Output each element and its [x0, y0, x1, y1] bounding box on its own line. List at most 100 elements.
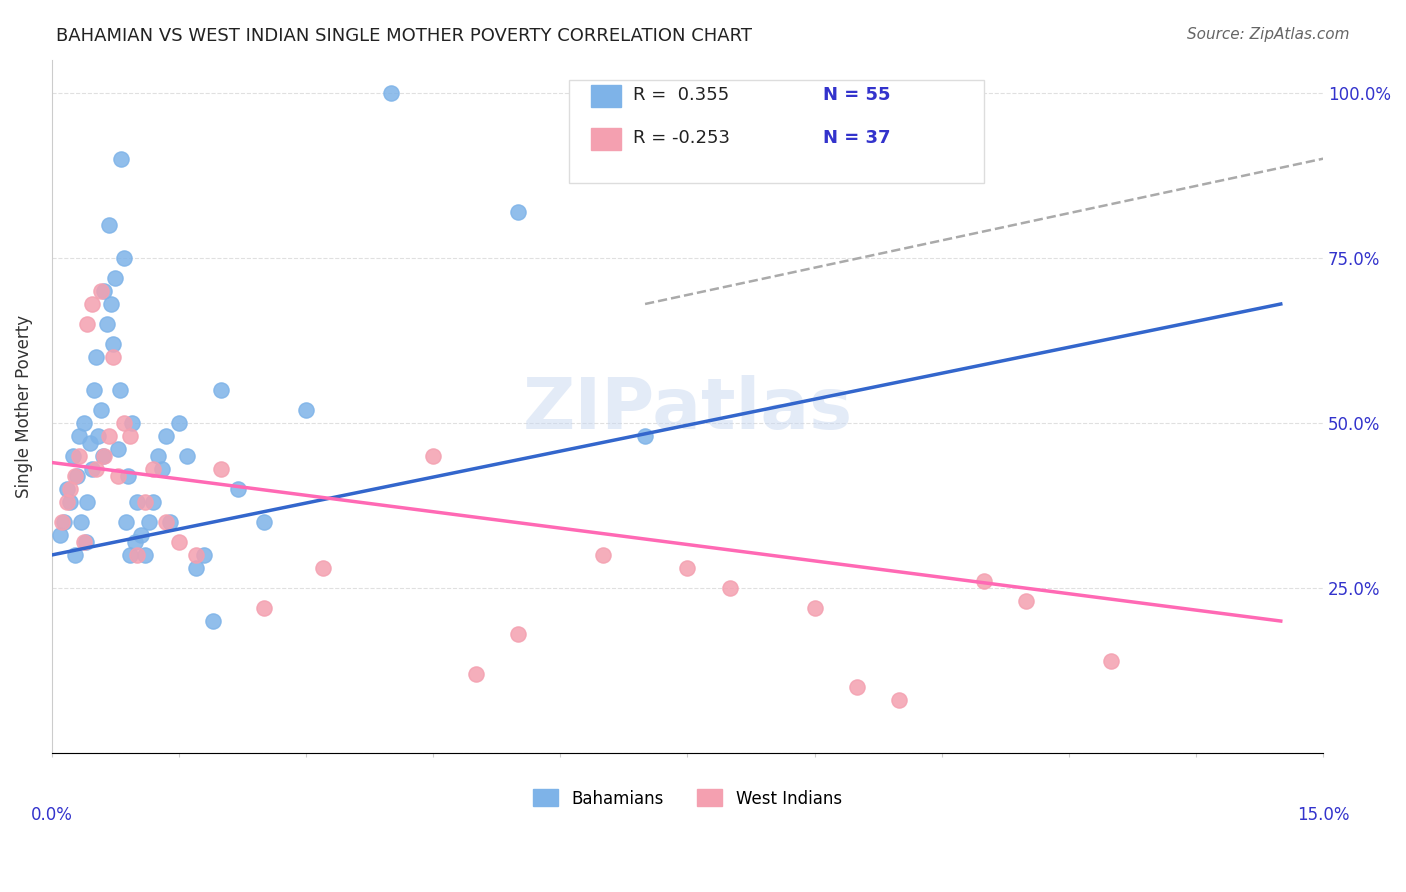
Point [184, 561, 207, 575]
Text: 0.0%: 0.0% [31, 806, 73, 824]
Point [90, 402, 112, 417]
Point [90, 284, 112, 298]
Point [155, 429, 177, 443]
Point [146, 449, 169, 463]
Point [84, 350, 107, 364]
Point [56, 495, 79, 509]
Point [253, 600, 276, 615]
Point [65, 468, 87, 483]
Point [167, 534, 190, 549]
Point [803, 600, 825, 615]
Point [129, 528, 152, 542]
Point [184, 548, 207, 562]
Point [53, 515, 76, 529]
Point [125, 548, 148, 562]
Point [87, 429, 110, 443]
Legend: Bahamians, West Indians: Bahamians, West Indians [526, 782, 848, 814]
Point [167, 416, 190, 430]
Point [56, 482, 79, 496]
Point [121, 416, 143, 430]
Point [846, 680, 869, 694]
Y-axis label: Single Mother Poverty: Single Mother Poverty [15, 315, 32, 498]
Point [73, 534, 96, 549]
Point [201, 614, 224, 628]
Point [51, 515, 73, 529]
Point [676, 561, 699, 575]
Point [422, 449, 444, 463]
Point [226, 482, 249, 496]
Point [107, 468, 129, 483]
Point [118, 548, 141, 562]
Point [134, 495, 156, 509]
Point [889, 693, 911, 707]
Point [70, 515, 93, 529]
Point [67, 449, 90, 463]
Point [110, 152, 132, 166]
Point [142, 495, 165, 509]
Point [76, 495, 98, 509]
Point [91, 449, 114, 463]
Point [380, 86, 402, 100]
Point [82, 462, 104, 476]
Point [62, 449, 84, 463]
Point [138, 515, 160, 529]
Point [973, 574, 995, 589]
Point [159, 515, 181, 529]
Point [209, 383, 232, 397]
Point [93, 449, 115, 463]
Point [718, 581, 741, 595]
Point [592, 548, 614, 562]
Point [124, 534, 146, 549]
Point [98, 218, 121, 232]
Point [115, 515, 138, 529]
Point [1099, 654, 1122, 668]
Text: N = 55: N = 55 [823, 87, 890, 104]
Point [67, 429, 90, 443]
Point [634, 429, 657, 443]
Point [142, 462, 165, 476]
Point [312, 561, 335, 575]
Point [506, 627, 529, 641]
Text: R =  0.355: R = 0.355 [633, 87, 728, 104]
Point [253, 515, 276, 529]
Point [75, 534, 97, 549]
Point [93, 284, 115, 298]
Point [112, 416, 135, 430]
Point [98, 429, 121, 443]
Point [100, 297, 122, 311]
Point [118, 429, 141, 443]
Point [65, 548, 87, 562]
Point [83, 383, 105, 397]
Point [49, 528, 72, 542]
Text: ZIPatlas: ZIPatlas [523, 376, 852, 444]
Point [101, 350, 124, 364]
Point [76, 317, 98, 331]
Point [155, 515, 177, 529]
Point [104, 270, 127, 285]
Point [209, 462, 232, 476]
Point [59, 495, 82, 509]
Point [84, 462, 107, 476]
Point [117, 468, 139, 483]
Point [1015, 594, 1038, 608]
Point [464, 666, 486, 681]
Point [73, 416, 96, 430]
Point [125, 495, 148, 509]
Point [150, 462, 173, 476]
Point [506, 204, 529, 219]
Text: Source: ZipAtlas.com: Source: ZipAtlas.com [1187, 27, 1350, 42]
Point [176, 449, 198, 463]
Text: 15.0%: 15.0% [1296, 806, 1350, 824]
Point [79, 435, 101, 450]
Point [101, 336, 124, 351]
Text: N = 37: N = 37 [823, 129, 890, 147]
Point [107, 442, 129, 457]
Point [96, 317, 118, 331]
Point [66, 468, 89, 483]
Point [82, 297, 104, 311]
Point [193, 548, 215, 562]
Point [295, 402, 318, 417]
Text: BAHAMIAN VS WEST INDIAN SINGLE MOTHER POVERTY CORRELATION CHART: BAHAMIAN VS WEST INDIAN SINGLE MOTHER PO… [56, 27, 752, 45]
Point [112, 251, 135, 265]
Point [134, 548, 156, 562]
